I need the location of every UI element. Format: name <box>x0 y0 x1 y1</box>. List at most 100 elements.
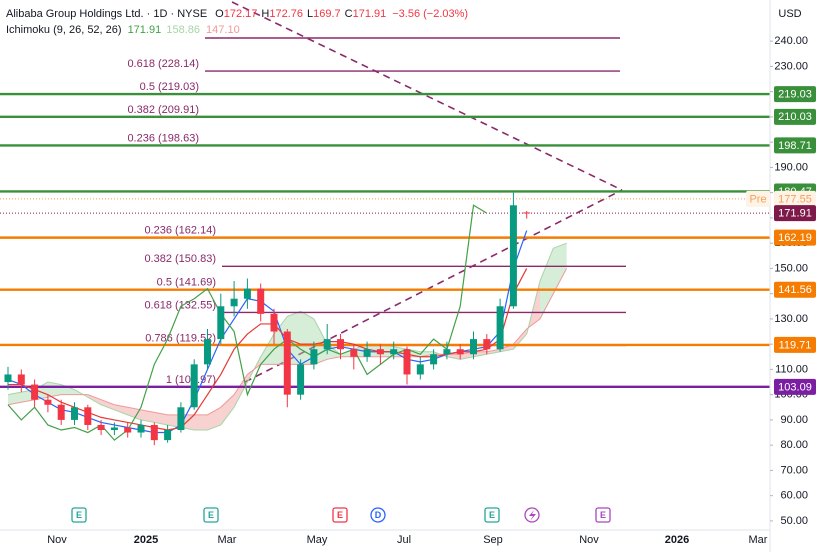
event-badge[interactable] <box>203 507 219 523</box>
ohlc-letter: C <box>345 8 353 20</box>
candle-body <box>323 339 331 350</box>
candle-body <box>164 430 172 441</box>
x-tick-label: Mar <box>218 534 237 546</box>
candle-body <box>523 212 531 214</box>
candle-body <box>110 427 118 431</box>
candle-body <box>430 354 438 365</box>
ichimoku-cloud <box>114 404 128 415</box>
y-tick-label: 60.00 <box>780 490 808 502</box>
trend-line <box>231 1 623 191</box>
indicator-name: Ichimoku (9, 26, 52, 26) <box>6 24 122 36</box>
event-letter: E <box>337 510 343 520</box>
x-tick-label: 2026 <box>665 534 689 546</box>
event-letter: E <box>76 510 82 520</box>
candle-body <box>177 407 185 431</box>
candle-body <box>217 306 225 340</box>
candle-body <box>390 349 398 355</box>
candle-body <box>496 306 504 350</box>
x-tick-label: Sep <box>483 534 503 546</box>
fib-label: 0.5 (141.69) <box>157 276 216 288</box>
ichimoku-cloud <box>234 374 248 408</box>
ichimoku-cloud <box>141 409 155 423</box>
event-badge[interactable] <box>484 507 500 523</box>
ohlc-value: 172.17 <box>224 8 258 20</box>
ichimoku-cloud <box>553 243 567 294</box>
change: −3.56 (−2.03%) <box>392 8 468 20</box>
legend-line: Alibaba Group Holdings Ltd. · 1D · NYSE O… <box>6 8 468 20</box>
candle-body <box>150 424 158 441</box>
currency: USD <box>778 8 801 20</box>
ichimoku-cloud <box>154 412 168 425</box>
ohlc-letter: O <box>215 8 224 20</box>
event-badge[interactable] <box>595 507 611 523</box>
fib-label: 0.382 (150.83) <box>144 253 216 265</box>
candle-body <box>297 364 305 395</box>
event-badge[interactable] <box>332 507 348 523</box>
ichimoku-cloud <box>101 399 115 410</box>
candle-body <box>363 349 371 357</box>
fib-label: 0.5 (219.03) <box>140 81 199 93</box>
fib-label: 0.382 (209.91) <box>127 104 199 116</box>
ichimoku-line <box>8 268 528 431</box>
y-tick-label: 80.00 <box>780 439 808 451</box>
event-flash-icon <box>529 510 536 521</box>
candle-body <box>31 384 39 400</box>
level-tag <box>774 229 816 246</box>
x-tick-label: Mar <box>749 534 768 546</box>
title: Alibaba Group Holdings Ltd. · 1D · NYSE <box>6 8 207 20</box>
candle-body <box>4 374 12 383</box>
level-tag-label: 103.09 <box>778 381 812 393</box>
level-tag-label: 198.71 <box>778 140 812 152</box>
candle-body <box>270 313 278 332</box>
indicator-value: 158.86 <box>166 24 200 36</box>
level-tag <box>774 86 816 103</box>
ohlc-letter: L <box>307 8 313 20</box>
candle-body <box>283 331 291 395</box>
x-tick-label: 2025 <box>134 534 158 546</box>
candle-body <box>310 349 318 365</box>
candle-body <box>204 339 211 365</box>
y-tick-label: 50.00 <box>780 515 808 527</box>
event-badge[interactable] <box>370 507 386 523</box>
level-tag-label: 219.03 <box>778 89 812 101</box>
candle-body <box>443 349 451 355</box>
candle-body <box>376 349 384 355</box>
candle-body <box>190 364 198 408</box>
y-tick-label: 190.00 <box>774 161 808 173</box>
fib-label: 0.236 (162.14) <box>144 225 216 237</box>
level-tag-label: 119.71 <box>779 339 812 351</box>
fib-label: 0.618 (228.14) <box>127 58 199 70</box>
ichimoku-cloud <box>87 394 102 405</box>
last-price-tag <box>774 205 816 222</box>
ohlc-value: 169.7 <box>313 8 341 20</box>
candle-body <box>483 339 491 350</box>
y-tick-label: 230.00 <box>774 60 808 72</box>
event-badge[interactable] <box>71 507 87 523</box>
candle-body <box>350 349 358 357</box>
candle-body <box>257 288 265 314</box>
candle-body <box>470 339 477 355</box>
level-tag-label: 141.56 <box>778 284 812 296</box>
ichimoku-cloud <box>127 407 141 420</box>
drawings <box>231 1 623 383</box>
indicator-value: 171.91 <box>128 24 162 36</box>
ichimoku-cloud <box>446 354 461 360</box>
event-letter: E <box>208 510 214 520</box>
event-letter: D <box>375 510 382 520</box>
level-tag <box>774 281 816 298</box>
y-tick-label: 130.00 <box>774 313 808 325</box>
pre-market-tag <box>774 190 816 207</box>
x-tick-label: Nov <box>579 534 599 546</box>
candle-body <box>84 407 92 425</box>
candle-body <box>337 339 344 350</box>
ohlc-value: 172.76 <box>269 8 303 20</box>
candle-body <box>97 424 105 431</box>
ichimoku-line <box>7 230 528 434</box>
last-price-tag-label: 171.91 <box>778 207 812 219</box>
level-tag <box>774 378 816 395</box>
level-tag-label: 210.03 <box>778 111 812 123</box>
candle-body <box>137 424 145 433</box>
level-tag <box>774 137 816 154</box>
